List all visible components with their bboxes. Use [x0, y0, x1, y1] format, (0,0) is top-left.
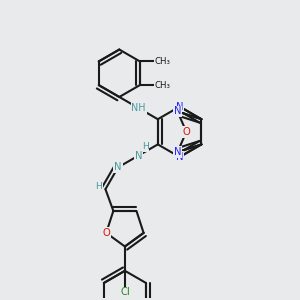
Text: N: N: [135, 151, 142, 160]
Text: N: N: [174, 106, 181, 116]
Text: Cl: Cl: [120, 287, 130, 297]
Text: CH₃: CH₃: [155, 57, 171, 66]
Text: N: N: [176, 102, 183, 112]
Text: O: O: [102, 228, 110, 238]
Text: NH: NH: [131, 103, 146, 113]
Text: N: N: [174, 147, 181, 157]
Text: H: H: [95, 182, 102, 191]
Text: CH₃: CH₃: [155, 81, 171, 90]
Text: O: O: [182, 127, 190, 137]
Text: H: H: [142, 142, 149, 152]
Text: N: N: [114, 162, 122, 172]
Text: N: N: [176, 152, 183, 162]
